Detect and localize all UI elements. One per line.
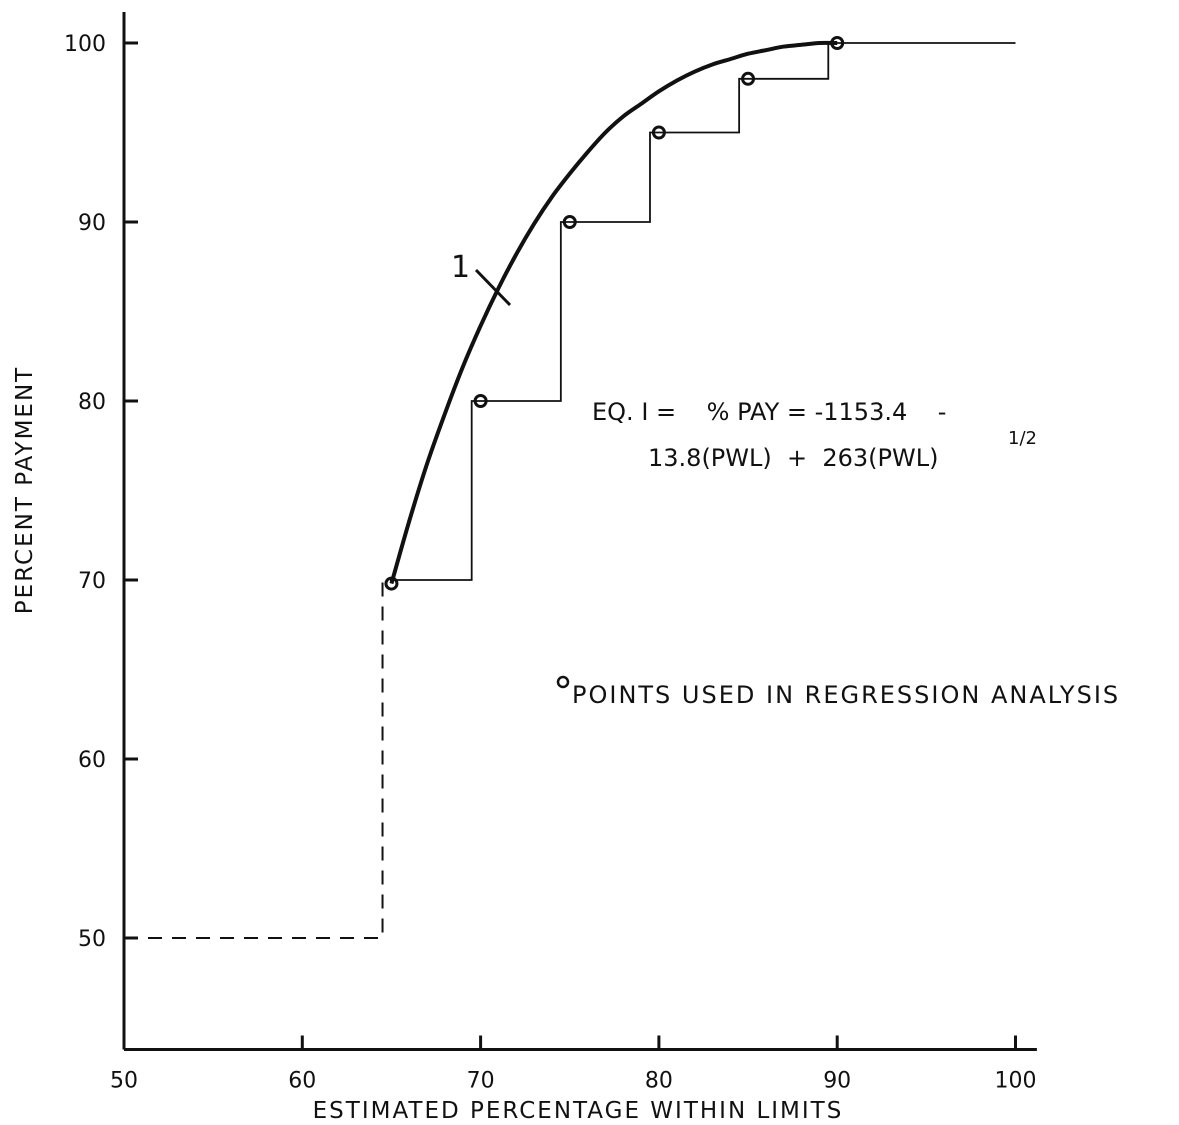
x-tick-label-50: 50	[110, 1069, 138, 1094]
regression-point-4	[741, 71, 756, 86]
equation-line-2: 13.8(PWL) + 263(PWL)	[648, 444, 938, 472]
y-tick-label-80: 80	[78, 390, 106, 415]
x-axis-title: ESTIMATED PERCENTAGE WITHIN LIMITS	[313, 1098, 844, 1124]
legend-note-marker	[556, 675, 570, 689]
curve-label-leader	[474, 268, 512, 307]
ticks: 50 60 70 80 90 100 50 60 70 80 90 100	[64, 32, 1037, 1094]
y-tick-label-50: 50	[78, 927, 106, 952]
regression-point-2	[562, 215, 577, 229]
y-axis-title: PERCENT PAYMENT	[12, 366, 38, 614]
equation-line-1: EQ. I = % PAY = -1153.4 -	[592, 398, 946, 426]
series-layer	[124, 40, 1016, 939]
markers	[384, 36, 845, 591]
curve-label: 1	[451, 250, 470, 285]
equation-exponent: 1/2	[1008, 428, 1037, 449]
x-tick-label-80: 80	[645, 1069, 673, 1094]
x-tick-label-90: 90	[823, 1069, 851, 1094]
series-dashed-step-2	[124, 579, 392, 939]
legend-note: POINTS USED IN REGRESSION ANALYSIS	[572, 681, 1120, 709]
series-solid-curve-0	[389, 40, 838, 585]
regression-point-3	[651, 125, 666, 140]
y-tick-label-90: 90	[78, 211, 106, 236]
x-tick-label-70: 70	[467, 1069, 495, 1094]
regression-point-5	[830, 36, 845, 50]
x-tick-label-60: 60	[288, 1069, 316, 1094]
y-tick-label-70: 70	[78, 569, 106, 594]
regression-point-0	[384, 576, 399, 591]
series-solid-step-1	[391, 42, 1016, 581]
regression-point-1	[473, 394, 488, 408]
y-tick-label-100: 100	[64, 32, 106, 57]
y-tick-label-60: 60	[78, 748, 106, 773]
x-tick-label-100: 100	[995, 1069, 1037, 1094]
axes	[122, 12, 1037, 1051]
